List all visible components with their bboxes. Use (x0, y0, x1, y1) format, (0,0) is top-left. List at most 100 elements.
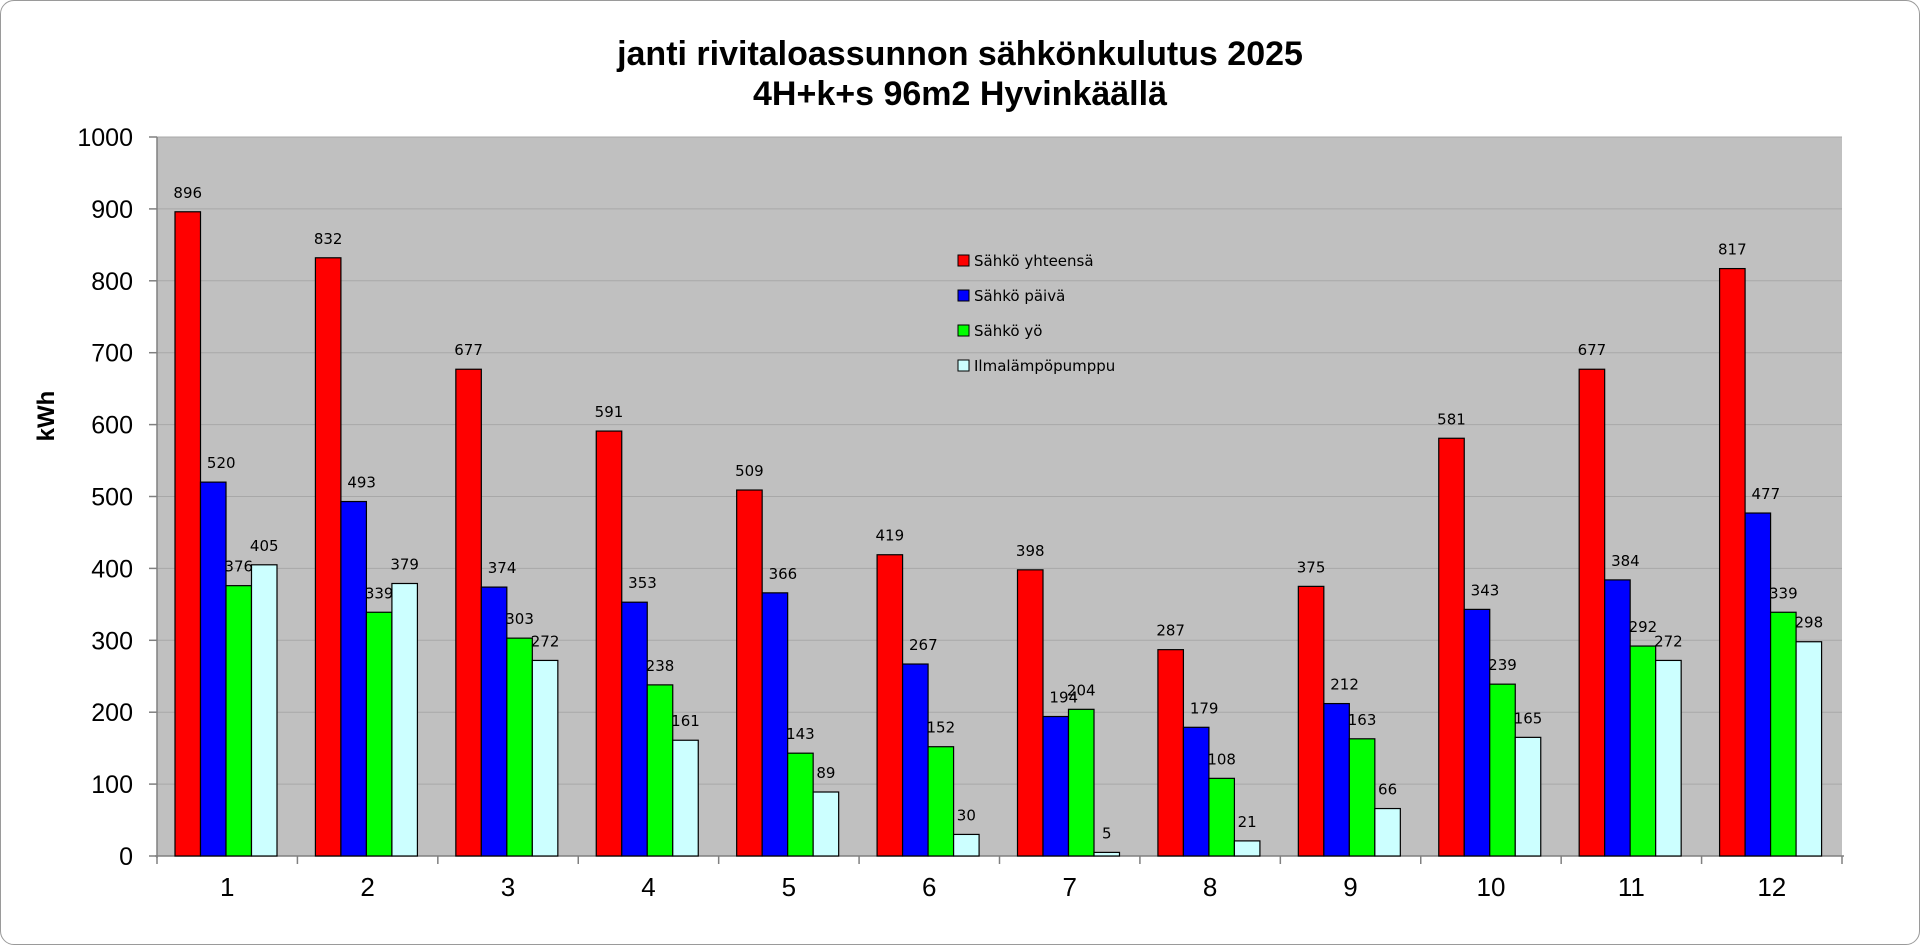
bar (340, 500, 368, 857)
data-label: 353 (628, 574, 657, 592)
bar (1374, 807, 1401, 857)
data-label: 204 (1067, 681, 1096, 699)
bar (595, 430, 623, 857)
chart-subtitle: 4H+k+s 96m2 Hyvinkäällä (753, 75, 1167, 113)
bar (1323, 702, 1350, 857)
bar (1157, 649, 1185, 857)
data-label: 398 (1016, 542, 1045, 560)
data-label: 272 (1654, 632, 1683, 650)
bar (1514, 736, 1542, 857)
data-label: 339 (365, 584, 394, 602)
bar (174, 211, 202, 857)
bar (531, 659, 559, 857)
bar (1182, 726, 1210, 857)
x-tick-label: 3 (501, 872, 515, 902)
data-label: 419 (876, 527, 905, 545)
data-label: 677 (454, 341, 483, 359)
legend-swatch (957, 359, 970, 372)
legend-label: Ilmalämpöpumppu (974, 357, 1115, 375)
data-label: 161 (671, 712, 700, 730)
x-tick-label: 8 (1203, 872, 1217, 902)
data-label: 287 (1156, 622, 1185, 640)
y-tick-label: 200 (91, 699, 133, 727)
data-label: 66 (1378, 781, 1397, 799)
bar (1042, 715, 1070, 857)
bar (646, 684, 674, 857)
legend: Sähkö yhteensä Sähkö päivä Sähkö yö Ilmaläm… (957, 252, 1115, 375)
data-label: 179 (1190, 699, 1219, 717)
data-label: 376 (224, 558, 253, 576)
bar (952, 833, 980, 857)
data-labels: 896 520 376 405 832 493 339 379 677 374 303 272 591 3… (173, 184, 1823, 843)
bar (250, 564, 278, 857)
data-label: 477 (1752, 485, 1781, 503)
bar (812, 791, 840, 857)
legend-swatch (957, 289, 970, 302)
bar (1297, 585, 1325, 857)
x-tick-label: 5 (782, 872, 796, 902)
bar (1463, 608, 1491, 857)
bar (1438, 437, 1465, 857)
bar (1233, 840, 1261, 857)
bar (365, 611, 393, 857)
y-axis: 0 100 200 300 400 500 600 700 800 900 1000 (77, 124, 158, 871)
legend-label: Sähkö yö (974, 322, 1042, 340)
y-axis-label: kWh (33, 391, 60, 442)
y-tick-label: 0 (119, 843, 133, 871)
x-tick-label: 10 (1476, 872, 1505, 902)
bar (1744, 512, 1772, 857)
data-label: 152 (927, 719, 956, 737)
data-label: 238 (646, 657, 675, 675)
y-tick-label: 900 (91, 196, 133, 224)
data-label: 677 (1578, 341, 1607, 359)
bar (901, 663, 929, 857)
data-label: 384 (1611, 552, 1640, 570)
chart-title: janti rivitaloassunnon sähkönkulutus 202… (616, 35, 1303, 73)
data-label: 379 (390, 555, 419, 573)
x-tick-label: 11 (1618, 872, 1645, 902)
data-label: 108 (1207, 750, 1236, 768)
data-label: 591 (595, 403, 624, 421)
gridlines (157, 136, 1842, 785)
x-tick-label: 9 (1343, 872, 1357, 902)
bar (1489, 683, 1516, 857)
legend-label: Sähkö päivä (974, 287, 1065, 305)
data-label: 298 (1795, 614, 1824, 632)
bar (1629, 645, 1657, 857)
bar (1016, 569, 1044, 857)
data-label: 509 (735, 462, 764, 480)
bar (761, 592, 789, 857)
data-label: 581 (1437, 410, 1466, 428)
bar (1795, 641, 1823, 857)
data-label: 165 (1514, 709, 1543, 727)
data-label: 89 (816, 764, 835, 782)
bars (174, 211, 1823, 857)
bar (1093, 851, 1121, 857)
bar (876, 554, 904, 857)
x-tick-label: 4 (641, 872, 655, 902)
y-tick-label: 700 (91, 340, 133, 368)
data-label: 21 (1238, 813, 1257, 831)
data-label: 374 (488, 559, 517, 577)
bar (736, 489, 763, 857)
data-label: 343 (1471, 581, 1500, 599)
y-tick-label: 400 (91, 555, 133, 583)
x-tick-label: 1 (220, 872, 234, 902)
data-label: 493 (347, 474, 376, 492)
bar (787, 752, 814, 857)
bar (672, 739, 699, 857)
data-label: 896 (173, 184, 202, 202)
data-label: 212 (1330, 676, 1359, 694)
data-label: 303 (505, 610, 534, 628)
y-tick-label: 800 (91, 268, 133, 296)
data-label: 5 (1102, 824, 1112, 842)
bar (1655, 659, 1682, 857)
bar (506, 637, 533, 857)
data-label: 832 (314, 230, 343, 248)
legend-swatch (957, 324, 970, 337)
y-tick-label: 300 (91, 627, 133, 655)
bar (314, 257, 342, 857)
bar (1718, 267, 1746, 857)
legend-label: Sähkö yhteensä (974, 252, 1094, 270)
